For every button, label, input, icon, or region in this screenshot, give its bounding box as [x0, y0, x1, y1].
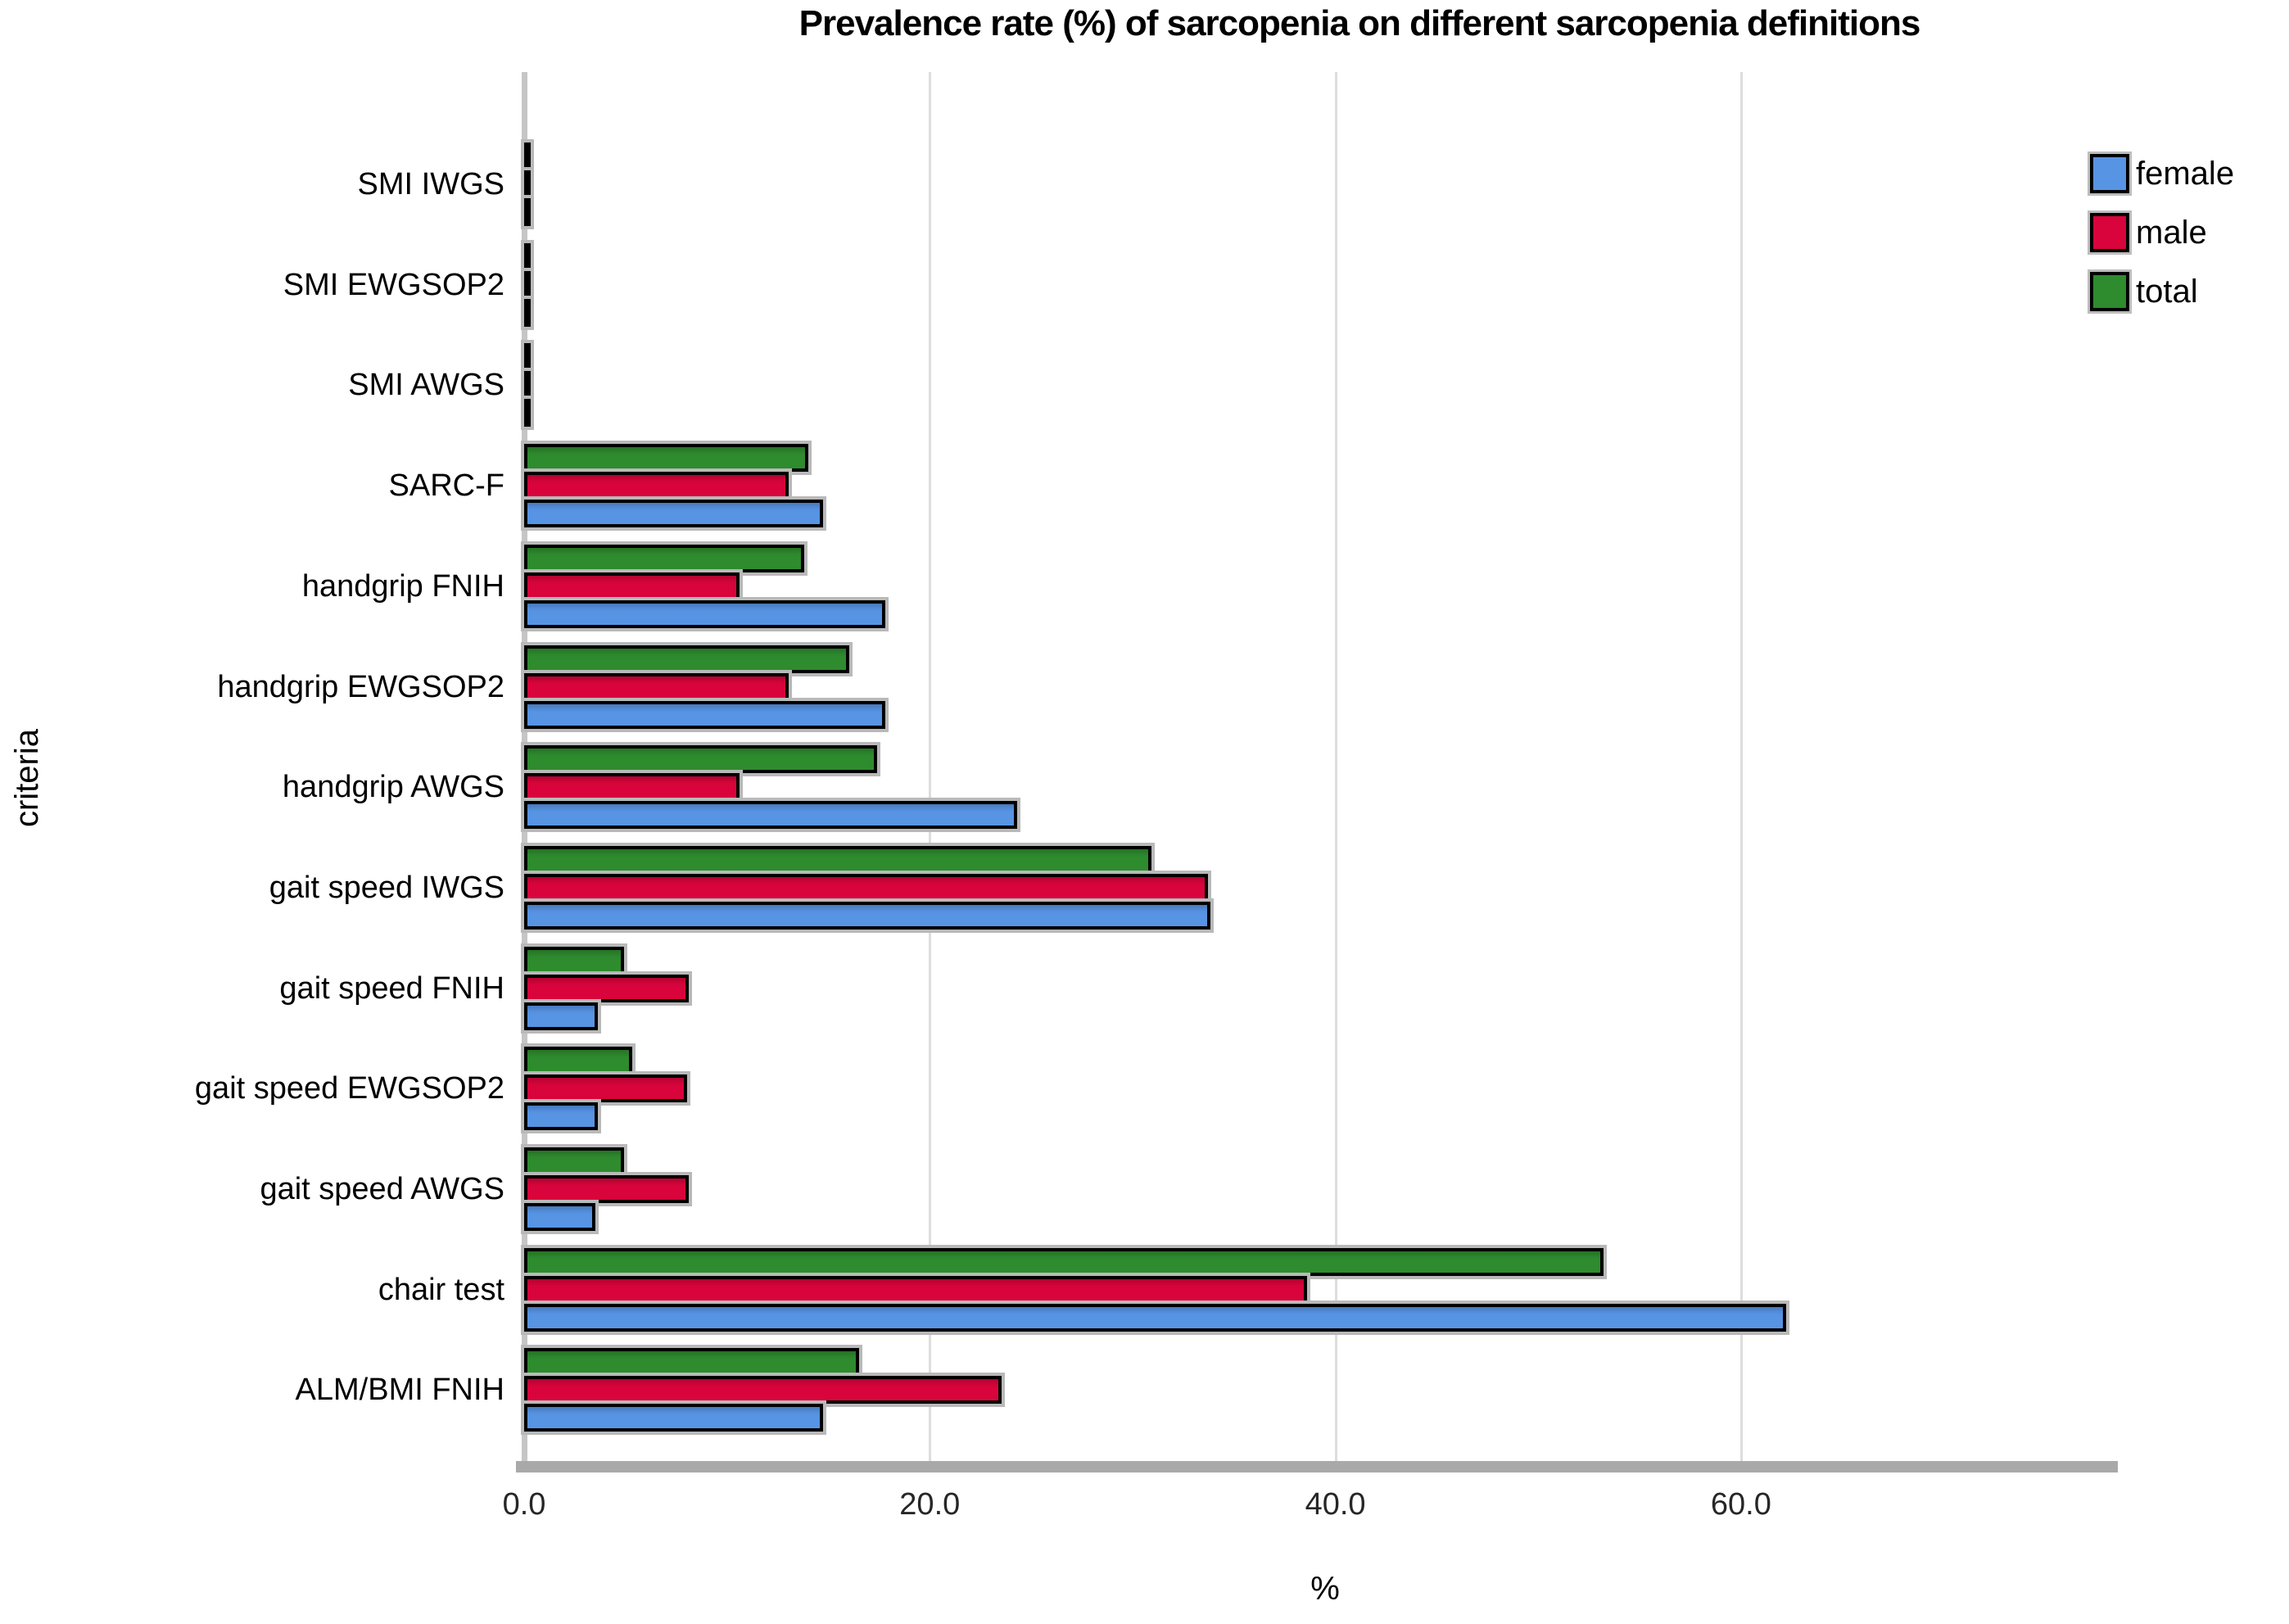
bar-male-handgrip-fnih	[524, 572, 740, 600]
bar-total-smi-ewgsop2	[524, 242, 531, 271]
bar-female-chair-test	[524, 1303, 1786, 1332]
category-label-chair-test: chair test	[378, 1272, 504, 1307]
category-label-handgrip-awgs: handgrip AWGS	[282, 770, 504, 805]
category-label-smi-iwgs: SMI IWGS	[357, 167, 504, 201]
bar-total-gait-speed-awgs	[524, 1147, 624, 1175]
x-tick-label: 0.0	[502, 1487, 546, 1522]
bar-female-handgrip-awgs	[524, 801, 1018, 830]
bar-total-handgrip-fnih	[524, 544, 805, 572]
gridline-20	[929, 72, 932, 1461]
bar-female-gait-speed-iwgs	[524, 901, 1210, 930]
bar-total-alm-bmi-fnih	[524, 1348, 860, 1377]
x-axis-title: %	[1310, 1571, 1340, 1607]
legend-swatch-total	[2090, 272, 2129, 311]
bar-male-alm-bmi-fnih	[524, 1376, 1002, 1405]
bar-total-sarc-f	[524, 444, 809, 473]
category-label-smi-awgs: SMI AWGS	[348, 368, 504, 403]
bar-female-smi-ewgsop2	[524, 298, 531, 327]
bar-total-chair-test	[524, 1247, 1604, 1276]
legend-label-male: male	[2136, 214, 2207, 251]
category-label-gait-speed-ewgsop2: gait speed EWGSOP2	[194, 1071, 504, 1106]
category-label-smi-ewgsop2: SMI EWGSOP2	[283, 267, 504, 302]
legend-item-total: total	[2090, 272, 2234, 311]
bar-female-handgrip-fnih	[524, 599, 886, 628]
bar-female-smi-iwgs	[524, 198, 531, 226]
bar-female-gait-speed-awgs	[524, 1203, 596, 1231]
bar-male-chair-test	[524, 1275, 1308, 1304]
bar-male-smi-ewgsop2	[524, 270, 531, 299]
category-label-handgrip-fnih: handgrip FNIH	[301, 568, 504, 604]
bar-male-smi-iwgs	[524, 170, 531, 198]
bar-male-handgrip-awgs	[524, 773, 740, 802]
bar-male-sarc-f	[524, 472, 789, 500]
bar-male-gait-speed-ewgsop2	[524, 1074, 687, 1103]
bar-total-handgrip-ewgsop2	[524, 645, 849, 673]
category-label-handgrip-ewgsop2: handgrip EWGSOP2	[217, 669, 504, 704]
legend-label-total: total	[2136, 273, 2198, 310]
bar-male-gait-speed-awgs	[524, 1175, 690, 1203]
category-label-gait-speed-iwgs: gait speed IWGS	[269, 870, 504, 905]
legend-item-female: female	[2090, 154, 2234, 193]
legend: female male total	[2090, 154, 2234, 331]
bar-female-handgrip-ewgsop2	[524, 700, 886, 729]
x-tick-label: 40.0	[1305, 1487, 1366, 1522]
bar-female-sarc-f	[524, 500, 823, 528]
legend-label-female: female	[2136, 155, 2235, 192]
category-label-gait-speed-fnih: gait speed FNIH	[279, 970, 504, 1006]
bar-male-gait-speed-iwgs	[524, 873, 1209, 902]
bar-total-smi-awgs	[524, 343, 531, 372]
bar-female-gait-speed-ewgsop2	[524, 1102, 598, 1131]
bar-total-gait-speed-ewgsop2	[524, 1047, 632, 1075]
category-label-gait-speed-awgs: gait speed AWGS	[260, 1172, 504, 1206]
bar-total-smi-iwgs	[524, 142, 531, 170]
bar-male-handgrip-ewgsop2	[524, 672, 789, 701]
category-label-alm-bmi-fnih: ALM/BMI FNIH	[295, 1373, 504, 1408]
gridline-40	[1334, 72, 1337, 1461]
bar-total-handgrip-awgs	[524, 745, 878, 774]
bar-female-smi-awgs	[524, 399, 531, 427]
bar-total-gait-speed-fnih	[524, 946, 624, 975]
legend-swatch-male	[2090, 213, 2129, 252]
category-label-sarc-f: SARC-F	[388, 468, 504, 504]
x-tick-label: 60.0	[1710, 1487, 1771, 1522]
chart-title: Prevalence rate (%) of sarcopenia on dif…	[798, 3, 1921, 43]
bar-total-gait-speed-iwgs	[524, 845, 1151, 874]
bar-female-alm-bmi-fnih	[524, 1404, 823, 1432]
x-tick-label: 20.0	[899, 1487, 961, 1522]
gridline-60	[1739, 72, 1743, 1461]
bar-female-gait-speed-fnih	[524, 1002, 598, 1030]
legend-swatch-female	[2090, 154, 2129, 193]
x-axis-line	[516, 1461, 2118, 1472]
bar-male-smi-awgs	[524, 371, 531, 400]
bar-male-gait-speed-fnih	[524, 974, 690, 1002]
legend-item-male: male	[2090, 213, 2234, 252]
